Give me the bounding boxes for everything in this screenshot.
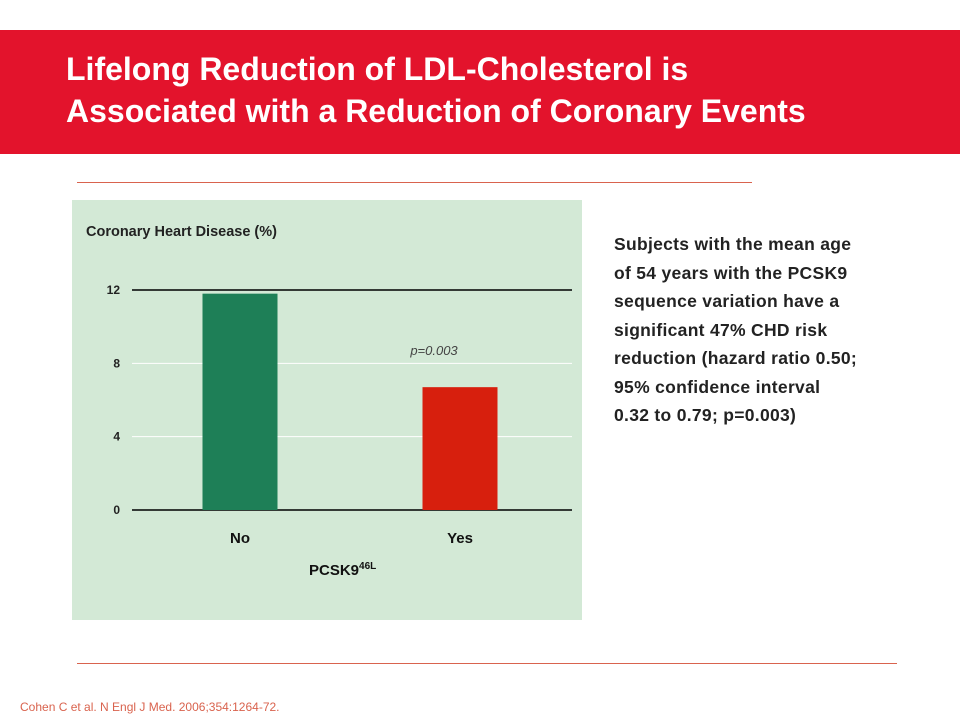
chart-title: Coronary Heart Disease (%) [86,224,277,240]
title-bar: Lifelong Reduction of LDL-Cholesterol is… [0,30,960,154]
bar-no [202,293,278,510]
bar-chart: Coronary Heart Disease (%) 0 4 8 12 p=0.003… [86,224,572,579]
top-divider [77,182,752,183]
title-line-1: Lifelong Reduction of LDL-Cholesterol is [66,51,689,87]
y-tick-label: 4 [113,430,120,444]
bar-yes [422,387,498,510]
x-axis-label-main: PCSK9 [309,562,359,579]
description-line-6: 95% confidence interval [614,376,821,397]
y-tick-labels: 0 4 8 12 [107,283,121,517]
x-category-labels: No Yes [230,530,473,547]
gridlines [132,289,572,511]
description: Subjects with the mean age of 54 years w… [614,230,914,430]
bottom-divider [77,663,897,664]
description-line-1: Subjects with the mean age [614,234,852,254]
y-tick-label: 12 [107,283,121,297]
bars [202,293,498,510]
citation: Cohen C et al. N Engl J Med. 2006;354:12… [20,700,280,714]
description-line-2: of 54 years with the PCSK9 [614,262,848,283]
description-line-5: reduction (hazard ratio 0.50; [614,348,858,368]
description-line-7: 0.32 to 0.79; p=0.003) [614,405,797,425]
x-category-label: Yes [447,530,473,547]
y-tick-label: 8 [113,356,120,370]
chart-panel: Coronary Heart Disease (%) 0 4 8 12 p=0.003… [72,200,582,620]
y-tick-label: 0 [113,503,120,517]
p-value-annotation: p=0.003 [409,343,458,358]
title-line-2: Associated with a Reduction of Coronary … [66,93,806,129]
x-axis-label-superscript: 46L [359,561,376,572]
x-axis-label: PCSK946L [309,561,376,579]
slide-title: Lifelong Reduction of LDL-Cholesterol is… [66,48,946,132]
description-line-4: significant 47% CHD risk [614,319,828,340]
x-category-label: No [230,530,250,547]
description-line-3: sequence variation have a [614,291,840,311]
